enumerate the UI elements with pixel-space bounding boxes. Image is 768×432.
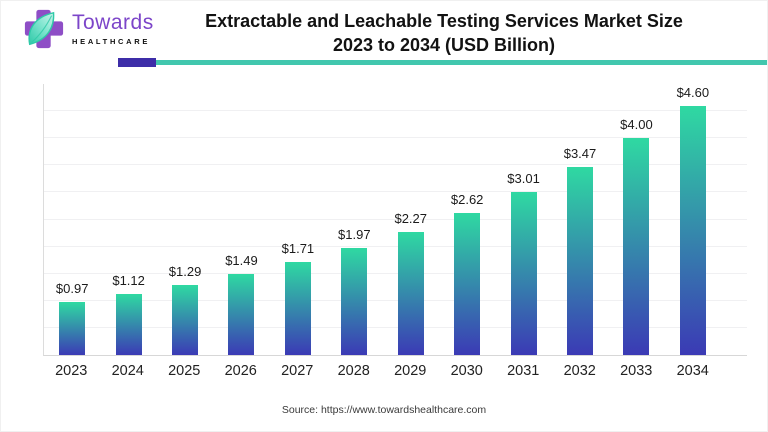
bar-value-label: $4.60 [676, 84, 710, 100]
x-axis-label: 2029 [394, 363, 427, 379]
x-axis-label: 2025 [168, 363, 201, 379]
gridline [44, 272, 747, 274]
x-axis-label: 2028 [337, 363, 370, 379]
bar-chart-plot-area: $0.97 $1.12 $1.29 $1.49 $1.71 $1.97 $2.27 $2.62… [43, 84, 747, 356]
cross-with-leaf-icon [24, 9, 64, 49]
bar-column-2029: $2.27 [383, 84, 439, 355]
x-axis-label: 2027 [281, 363, 314, 379]
x-axis-label: 2032 [563, 363, 596, 379]
bar-2026: $1.49 [225, 253, 258, 355]
x-axis-label: 2033 [620, 363, 653, 379]
bar-2034: $4.60 [677, 85, 709, 355]
gridline [44, 164, 747, 166]
bar-2030: $2.62 [451, 192, 483, 355]
bar-value-label: $3.47 [563, 145, 597, 161]
bar-value-label: $2.27 [394, 210, 428, 226]
x-axis-label: 2034 [676, 363, 709, 379]
x-axis-labels: 2023 2024 2025 2026 2027 2028 2029 2030 2031 2032… [43, 363, 747, 379]
bar-column-2025: $1.29 [157, 84, 213, 355]
bar-2023: $0.97 [56, 281, 88, 355]
bar-column-2031: $3.01 [495, 84, 551, 355]
gridline [44, 191, 747, 193]
gridline [44, 218, 747, 220]
chart-title-line2: 2023 to 2034 (USD Billion) [332, 34, 556, 55]
bar-2027: $1.71 [282, 241, 314, 355]
bar-column-2033: $4.00 [608, 84, 664, 355]
bar-value-label: $1.49 [225, 253, 258, 269]
divider-teal-line [156, 60, 767, 65]
gridline [44, 110, 747, 112]
bar-2025: $1.29 [169, 264, 201, 355]
x-axis-label: 2031 [507, 363, 540, 379]
brand-text: Towards HEALTHCARE [72, 11, 154, 46]
bar-column-2027: $1.71 [270, 84, 326, 355]
bar-column-2023: $0.97 [44, 84, 100, 355]
bars-container: $0.97 $1.12 $1.29 $1.49 $1.71 $1.97 $2.27 $2.62… [44, 84, 747, 355]
bar-column-2030: $2.62 [439, 84, 495, 355]
bar-value-label: $4.00 [620, 117, 653, 133]
source-text: Source: https://www.towardshealthcare.co… [281, 404, 487, 416]
bar-2028: $1.97 [338, 227, 371, 355]
bar-value-label: $1.29 [168, 264, 202, 280]
bar-column-2024: $1.12 [100, 84, 156, 355]
gridline [44, 137, 747, 139]
bar-column-2032: $3.47 [552, 84, 608, 355]
bar-value-label: $1.71 [281, 241, 315, 257]
bar-value-label: $3.01 [507, 170, 540, 186]
brand-logo: Towards HEALTHCARE [23, 8, 154, 50]
divider-purple-segment [118, 58, 156, 67]
bar-value-label: $0.97 [55, 281, 89, 297]
x-axis-label: 2024 [111, 363, 144, 379]
bar-2024: $1.12 [112, 273, 145, 355]
x-axis-label: 2026 [224, 363, 257, 379]
x-axis-label: 2030 [450, 363, 483, 379]
gridline [44, 245, 747, 247]
bar-2033: $4.00 [620, 117, 653, 355]
gridline [44, 326, 747, 328]
bar-value-label: $1.97 [338, 227, 371, 243]
bar-value-label: $2.62 [450, 192, 484, 207]
brand-name: Towards [72, 11, 154, 35]
chart-title-line1: Extractable and Leachable Testing Servic… [205, 11, 683, 31]
bar-column-2026: $1.49 [213, 84, 269, 355]
bar-value-label: $1.12 [112, 273, 145, 289]
bar-2032: $3.47 [564, 146, 596, 355]
bar-column-2028: $1.97 [326, 84, 382, 355]
gridline [44, 299, 747, 301]
chart-title: Extractable and Leachable Testing Servic… [141, 10, 747, 58]
bar-2029: $2.27 [394, 211, 427, 355]
x-axis-label: 2023 [55, 363, 88, 379]
bar-2031: $3.01 [507, 171, 540, 355]
bar-column-2034: $4.60 [665, 84, 721, 355]
brand-tagline: HEALTHCARE [72, 36, 151, 46]
